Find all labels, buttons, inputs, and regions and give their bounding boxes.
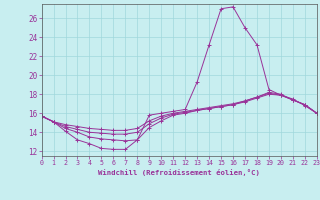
X-axis label: Windchill (Refroidissement éolien,°C): Windchill (Refroidissement éolien,°C) bbox=[98, 169, 260, 176]
